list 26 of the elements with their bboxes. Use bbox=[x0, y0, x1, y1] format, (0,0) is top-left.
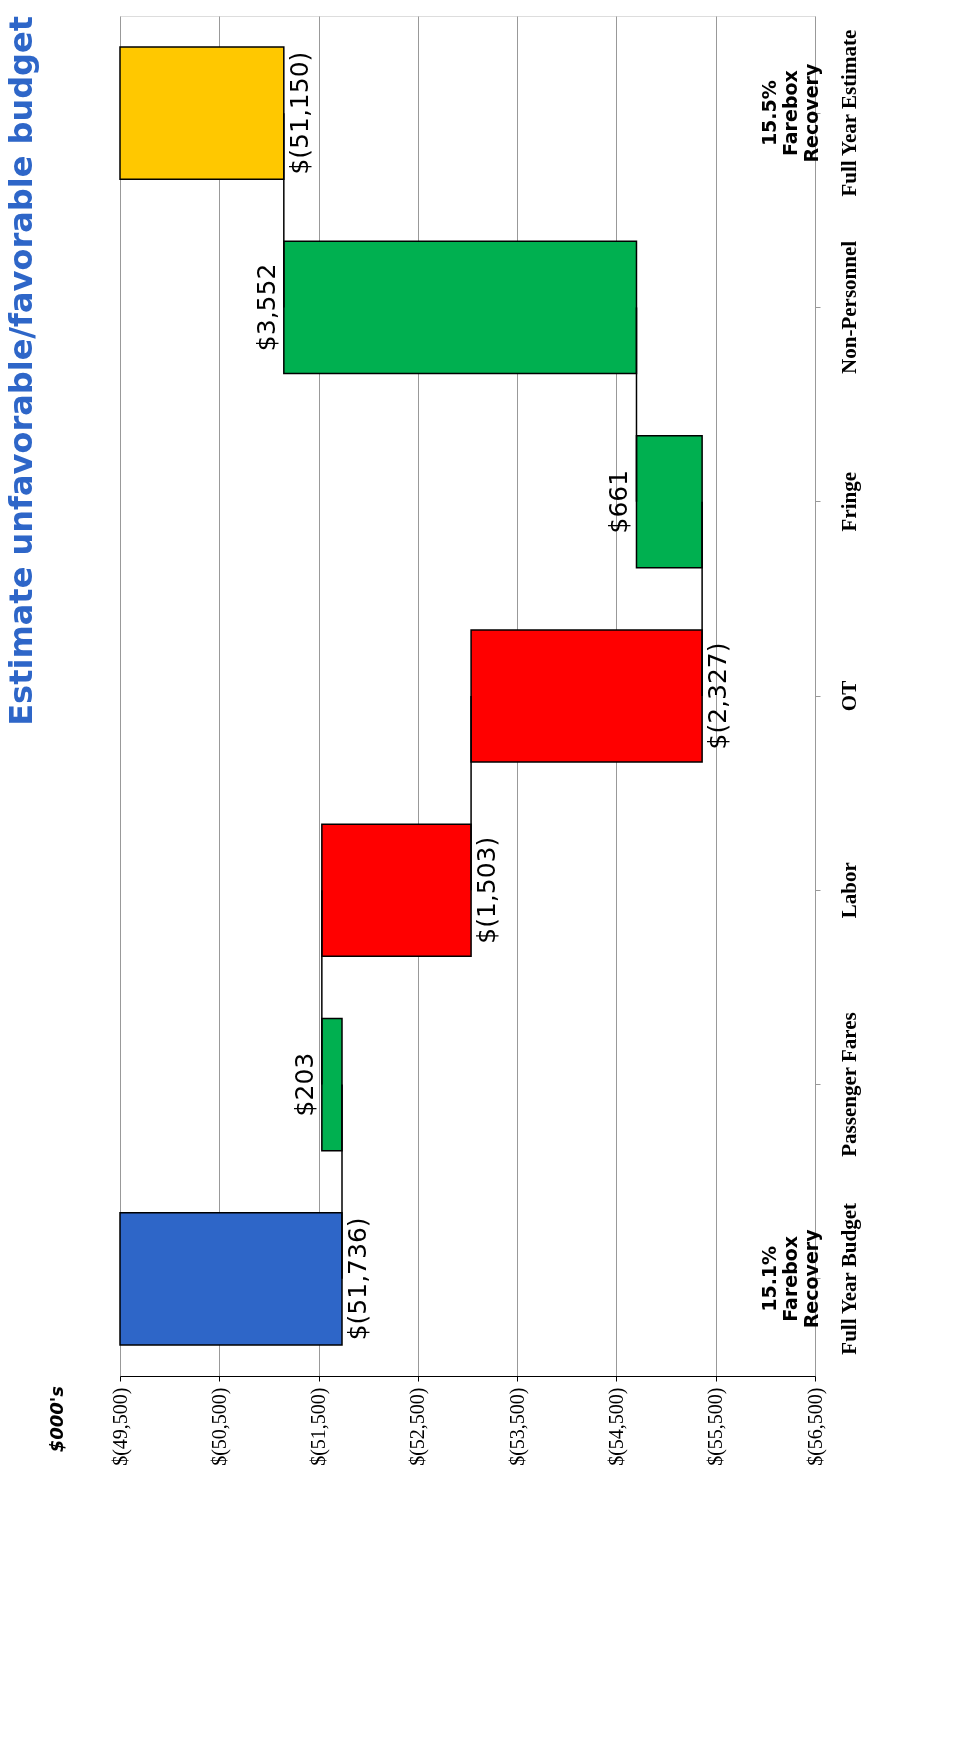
data-label: $(51,150) bbox=[284, 51, 314, 175]
x-tick-label: $(50,500) bbox=[207, 1387, 231, 1466]
x-tick-label: $(53,500) bbox=[505, 1387, 529, 1466]
x-tick-label: $(56,500) bbox=[803, 1387, 827, 1466]
data-label: $3,552 bbox=[251, 263, 281, 352]
data-label: $(1,503) bbox=[472, 836, 502, 944]
data-label: $203 bbox=[289, 1052, 319, 1117]
y-tick-label: OT bbox=[836, 680, 861, 712]
data-label: $(51,736) bbox=[343, 1217, 372, 1341]
annotation: 15.5% Farebox Recovery bbox=[758, 63, 822, 163]
y-tick-label: Passenger Fares bbox=[836, 1012, 861, 1157]
y-tick-label: Full Year Estimate bbox=[836, 29, 861, 197]
x-tick-label: $(49,500) bbox=[108, 1387, 132, 1466]
data-label: $(2,327) bbox=[703, 642, 733, 750]
y-tick-label: Labor bbox=[836, 862, 861, 919]
x-tick-label: $(51,500) bbox=[307, 1387, 331, 1466]
text: $000's bbox=[46, 1385, 67, 1453]
annotation: 15.1% Farebox Recovery bbox=[758, 1228, 822, 1329]
data-label: $661 bbox=[604, 469, 634, 534]
y-tick-label: Non-Personnel bbox=[836, 240, 861, 374]
x-tick-label: $(54,500) bbox=[604, 1387, 628, 1466]
y-tick-label: Fringe bbox=[836, 471, 861, 532]
text: Estimate unfavorable/favorable budget bbox=[2, 16, 40, 726]
x-tick-label: $(52,500) bbox=[406, 1387, 430, 1466]
x-tick-label: $(55,500) bbox=[704, 1387, 728, 1466]
y-tick-label: Full Year Budget bbox=[836, 1203, 861, 1355]
